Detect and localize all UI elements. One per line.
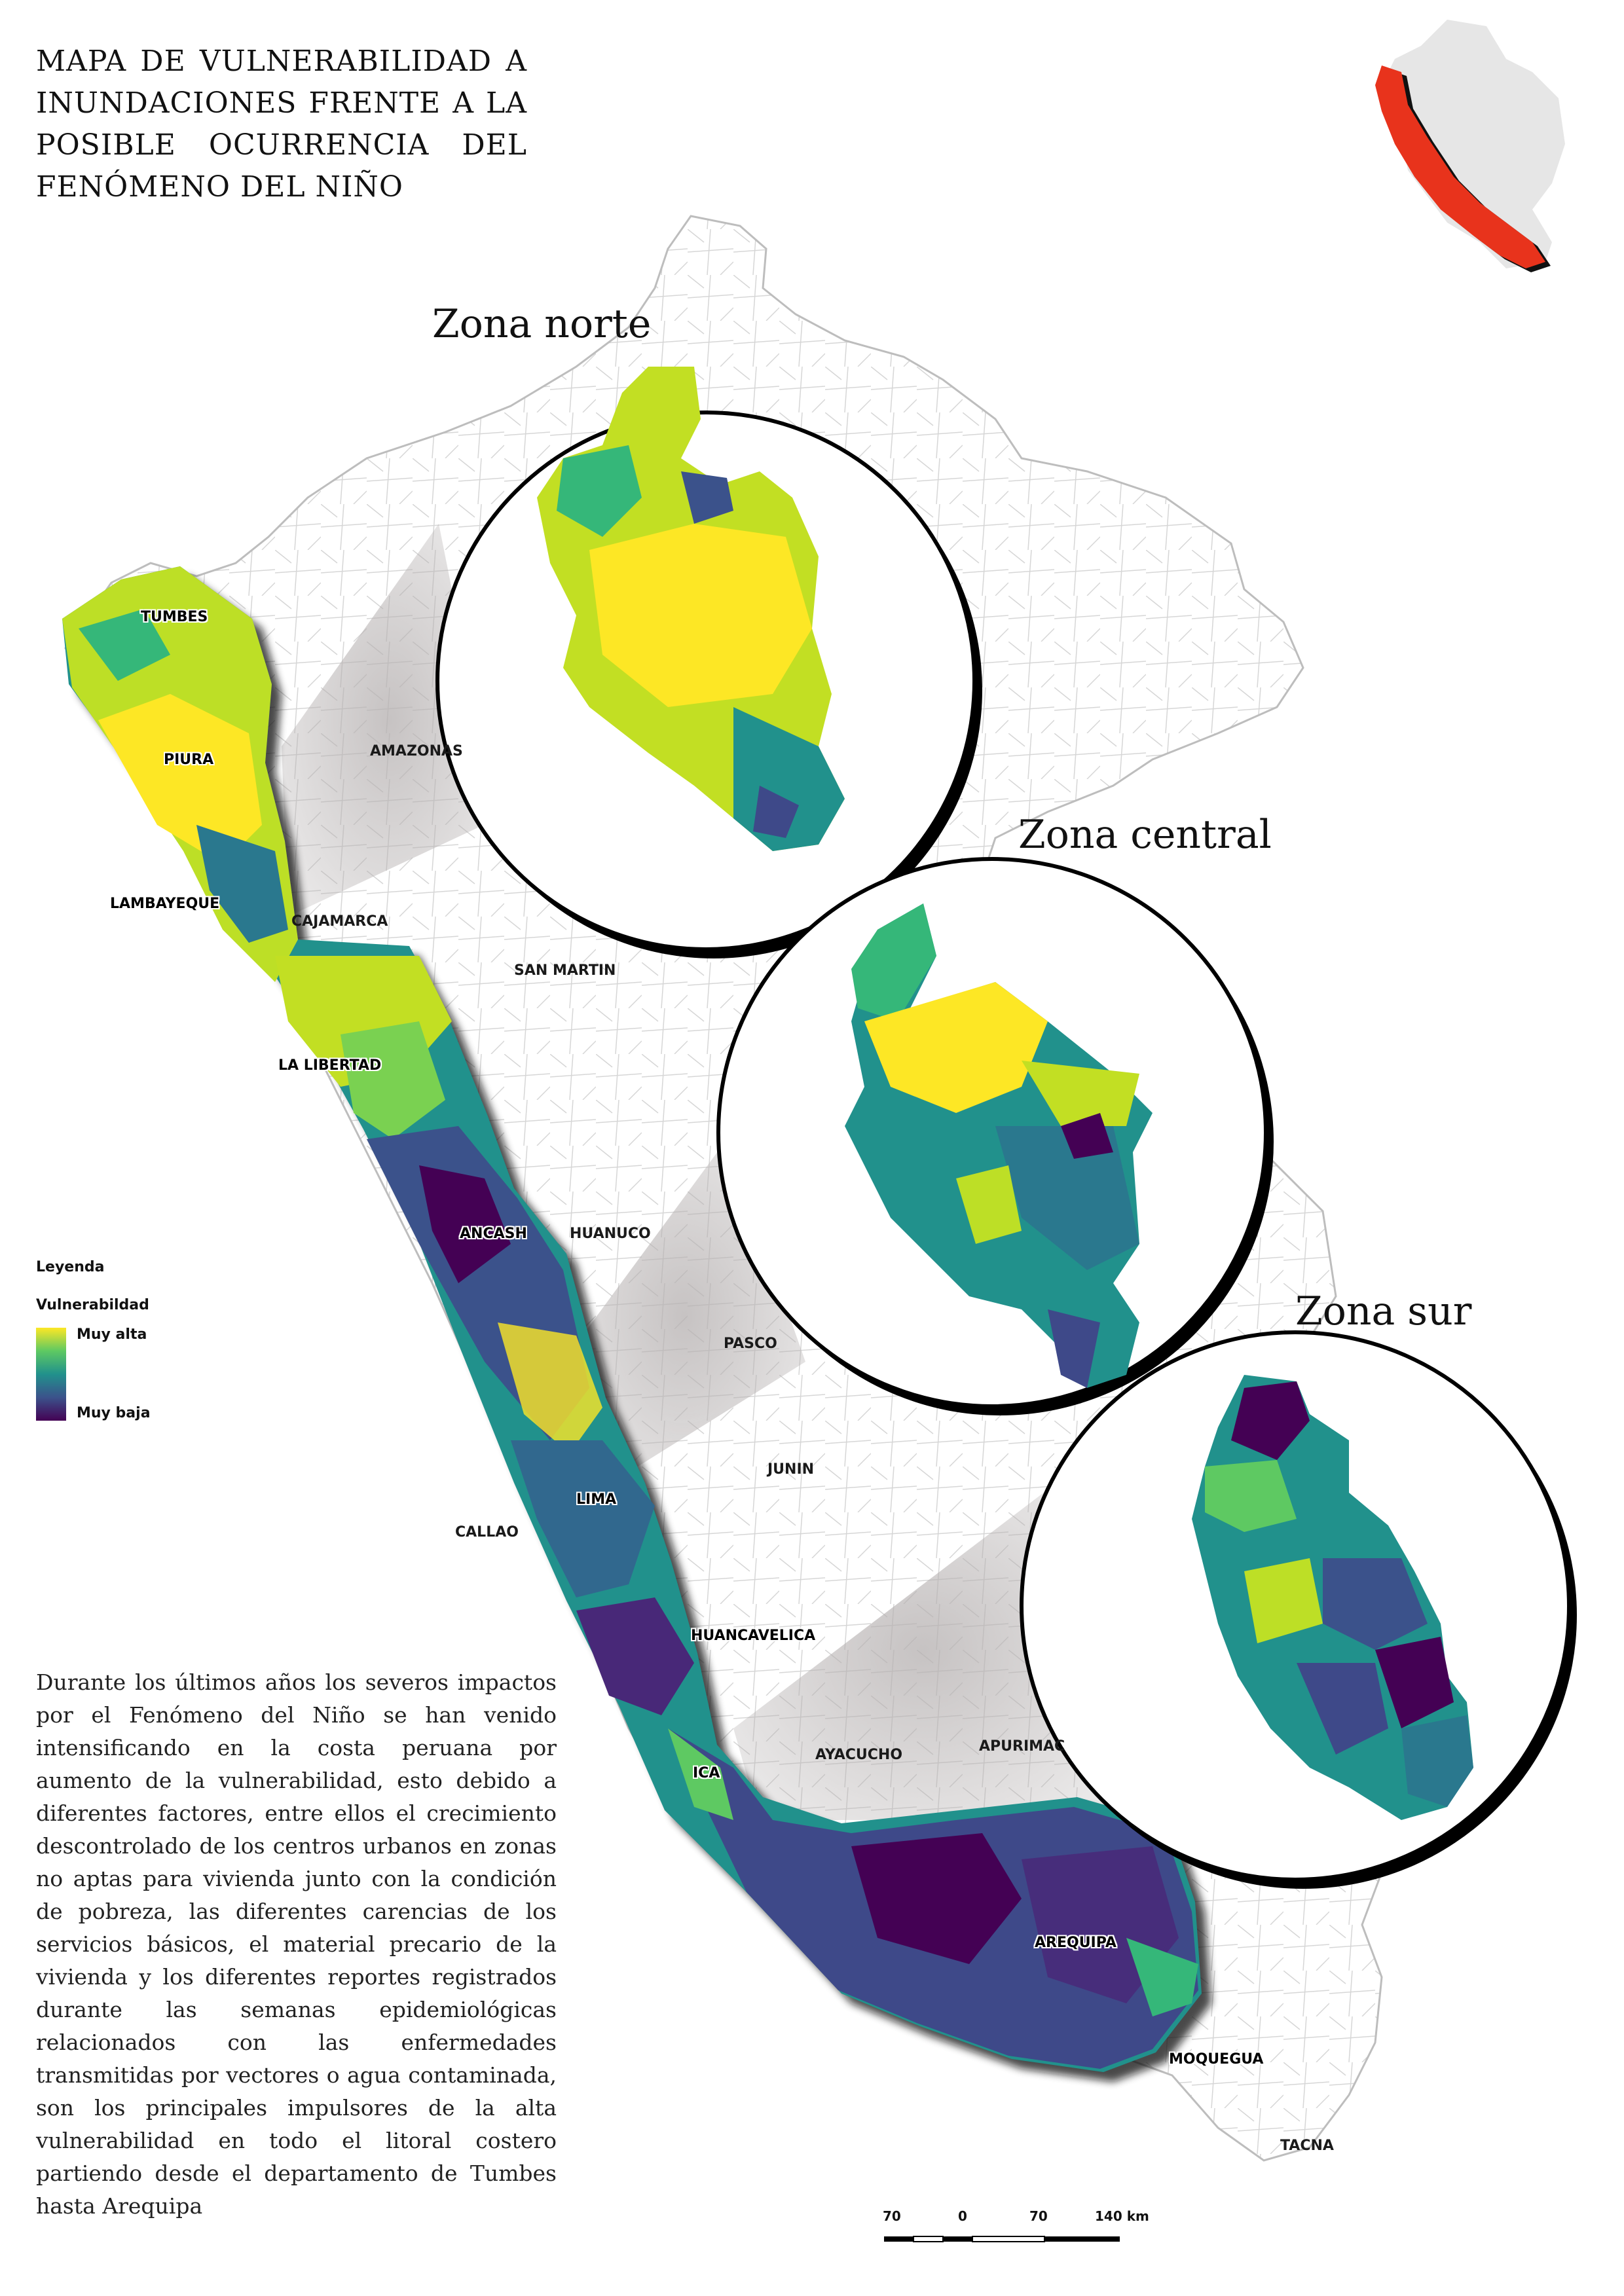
dept-label-san-martin: SAN MARTIN <box>514 962 616 979</box>
dept-label-arequipa: AREQUIPA <box>1035 1935 1116 1951</box>
dept-label-apurimac: APURIMAC <box>979 1738 1065 1755</box>
dept-label-ancash: ANCASH <box>460 1226 527 1242</box>
scale-label-0: 0 <box>958 2208 967 2224</box>
zone-south-inset <box>1020 1330 1571 1882</box>
zone-north-title: Zona norte <box>432 301 652 347</box>
dept-label-huancavelica: HUANCAVELICA <box>691 1628 816 1644</box>
legend-high-label: Muy alta <box>77 1326 147 1343</box>
coastal-vulnerability <box>62 566 1202 2072</box>
scale-bar <box>884 2236 1120 2242</box>
dept-label-ayacucho: AYACUCHO <box>815 1747 903 1763</box>
legend-color-ramp <box>36 1328 66 1421</box>
dept-label-pasco: PASCO <box>724 1336 777 1352</box>
legend-low-label: Muy baja <box>77 1405 151 1421</box>
map-title: MAPA DE VULNERABILIDAD A INUNDACIONES FR… <box>36 45 527 204</box>
dept-label-ica: ICA <box>693 1765 720 1781</box>
zone-central-title: Zona central <box>1018 812 1272 858</box>
zone-central-inset <box>716 857 1268 1408</box>
dept-label-cajamarca: CAJAMARCA <box>291 913 388 930</box>
description-text: Durante los últimos años los severos imp… <box>36 1669 557 2219</box>
zone-south-title: Zona sur <box>1295 1288 1472 1334</box>
dept-label-la-libertad: LA LIBERTAD <box>278 1057 382 1074</box>
dept-label-amazonas: AMAZONAS <box>370 743 463 759</box>
dept-label-huanuco: HUANUCO <box>570 1226 651 1242</box>
dept-label-tacna: TACNA <box>1280 2138 1334 2154</box>
dept-label-junin: JUNIN <box>767 1461 815 1478</box>
dept-label-lambayeque: LAMBAYEQUE <box>110 896 220 912</box>
scale-label-70: 70 <box>1029 2208 1048 2224</box>
dept-label-lima: LIMA <box>576 1491 617 1508</box>
scale-label-140-km: 140 km <box>1095 2208 1149 2224</box>
locator-map <box>1375 20 1565 272</box>
dept-label-callao: CALLAO <box>455 1524 519 1540</box>
dept-label-moquegua: MOQUEGUA <box>1169 2051 1264 2068</box>
zone-north-inset <box>435 367 976 951</box>
legend-variable: Vulnerabildad <box>36 1297 149 1313</box>
dept-label-tumbes: TUMBES <box>141 609 208 625</box>
legend: Leyenda Vulnerabildad Muy alta Muy baja <box>36 1257 151 1421</box>
dept-label-piura: PIURA <box>164 752 214 768</box>
legend-heading: Leyenda <box>36 1259 105 1275</box>
scale-label-70-left: 70 <box>883 2208 901 2224</box>
